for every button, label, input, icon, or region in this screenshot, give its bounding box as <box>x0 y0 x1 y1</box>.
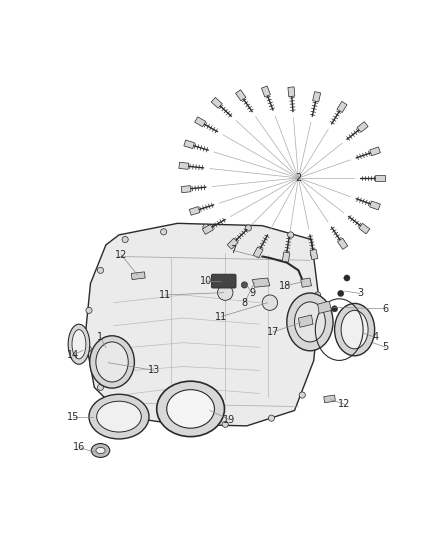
Text: 6: 6 <box>382 304 389 314</box>
Ellipse shape <box>72 329 86 359</box>
Polygon shape <box>252 278 270 287</box>
Text: 1: 1 <box>97 332 103 342</box>
Circle shape <box>241 282 247 288</box>
Text: 7: 7 <box>230 245 236 255</box>
Ellipse shape <box>68 324 90 364</box>
Text: 12: 12 <box>115 250 127 260</box>
Ellipse shape <box>157 381 224 437</box>
Polygon shape <box>338 238 348 249</box>
Circle shape <box>262 295 278 310</box>
Circle shape <box>122 237 128 243</box>
Ellipse shape <box>287 293 333 351</box>
Polygon shape <box>318 301 332 313</box>
Polygon shape <box>184 140 194 149</box>
Text: 14: 14 <box>67 350 79 360</box>
Text: 15: 15 <box>67 411 79 422</box>
Ellipse shape <box>96 447 105 454</box>
Circle shape <box>311 252 317 258</box>
Text: 9: 9 <box>249 288 255 298</box>
Polygon shape <box>261 86 270 97</box>
Ellipse shape <box>167 390 215 428</box>
Circle shape <box>222 421 228 427</box>
Circle shape <box>314 292 321 298</box>
Text: 18: 18 <box>279 281 291 290</box>
Polygon shape <box>357 122 368 132</box>
Polygon shape <box>288 87 295 96</box>
Polygon shape <box>298 315 313 327</box>
Polygon shape <box>227 238 238 249</box>
Circle shape <box>126 409 132 415</box>
Circle shape <box>86 308 92 313</box>
Ellipse shape <box>341 310 368 349</box>
Text: 17: 17 <box>267 327 279 337</box>
Polygon shape <box>370 147 381 156</box>
Polygon shape <box>179 162 189 169</box>
Circle shape <box>313 334 319 341</box>
Circle shape <box>203 224 209 230</box>
Polygon shape <box>337 101 347 112</box>
Text: 19: 19 <box>223 415 235 425</box>
Polygon shape <box>189 207 200 215</box>
Text: 2: 2 <box>295 173 301 183</box>
Polygon shape <box>324 395 336 403</box>
Polygon shape <box>131 272 145 280</box>
Ellipse shape <box>90 336 134 388</box>
Circle shape <box>338 290 344 296</box>
Polygon shape <box>375 175 385 181</box>
Polygon shape <box>310 249 318 260</box>
Polygon shape <box>359 223 370 234</box>
Text: 10: 10 <box>200 276 212 286</box>
Circle shape <box>344 275 350 281</box>
Polygon shape <box>301 278 311 287</box>
Polygon shape <box>253 247 263 258</box>
Ellipse shape <box>97 401 141 432</box>
Ellipse shape <box>89 394 149 439</box>
Polygon shape <box>194 117 206 127</box>
Polygon shape <box>236 90 246 101</box>
Polygon shape <box>370 201 380 210</box>
Polygon shape <box>313 92 321 102</box>
Circle shape <box>97 267 103 273</box>
Text: 3: 3 <box>357 288 363 298</box>
Polygon shape <box>211 98 222 108</box>
Text: 12: 12 <box>339 399 351 409</box>
Ellipse shape <box>335 303 374 356</box>
FancyBboxPatch shape <box>212 274 236 288</box>
Polygon shape <box>283 252 290 262</box>
Polygon shape <box>85 223 319 426</box>
Text: 4: 4 <box>372 332 378 342</box>
Ellipse shape <box>91 443 110 457</box>
Circle shape <box>218 285 233 301</box>
Circle shape <box>168 419 174 426</box>
Circle shape <box>268 415 275 421</box>
Text: 11: 11 <box>215 311 227 321</box>
Ellipse shape <box>294 302 325 342</box>
Circle shape <box>299 392 305 398</box>
Circle shape <box>85 346 91 352</box>
Text: 11: 11 <box>159 290 171 300</box>
Polygon shape <box>202 224 213 235</box>
Circle shape <box>245 225 251 231</box>
Text: 13: 13 <box>148 366 161 375</box>
Circle shape <box>332 306 338 312</box>
Ellipse shape <box>96 342 128 382</box>
Circle shape <box>161 229 167 235</box>
Text: 5: 5 <box>382 342 389 352</box>
Polygon shape <box>181 185 191 192</box>
Text: 8: 8 <box>241 297 247 308</box>
Text: 16: 16 <box>73 442 85 453</box>
Circle shape <box>288 232 294 238</box>
Circle shape <box>97 384 103 391</box>
